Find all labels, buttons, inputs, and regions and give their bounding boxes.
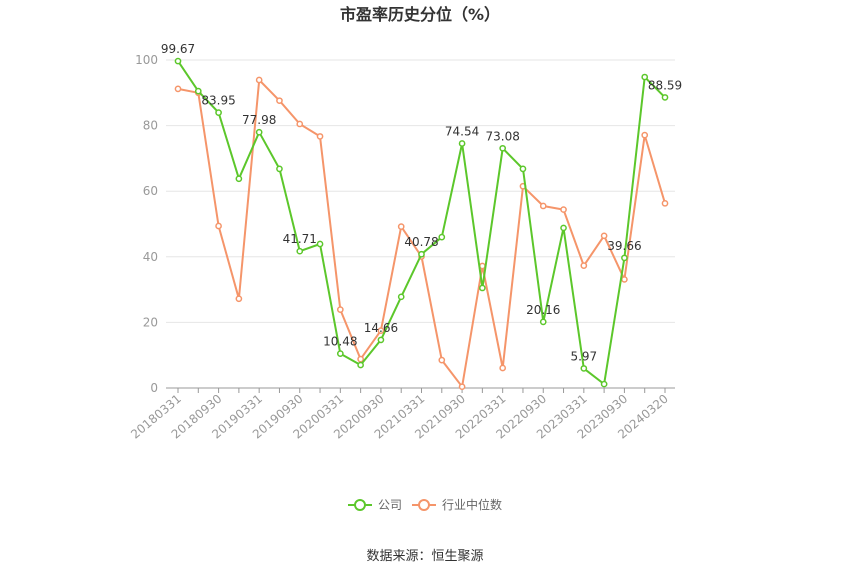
- data-point[interactable]: [194, 87, 202, 95]
- data-label: 77.98: [242, 113, 276, 127]
- legend-item-公司[interactable]: 公司: [348, 498, 402, 512]
- data-point[interactable]: [215, 109, 222, 116]
- legend-marker: [418, 499, 430, 511]
- data-point[interactable]: [276, 165, 283, 173]
- data-point[interactable]: [397, 293, 405, 301]
- x-axis: 2018033120180930201903312019093020200331…: [128, 387, 675, 442]
- data-point[interactable]: [235, 295, 243, 303]
- series-group: [174, 57, 669, 391]
- legend-marker: [354, 499, 366, 511]
- data-point[interactable]: [641, 73, 649, 81]
- chart-title: 市盈率历史分位（%）: [340, 5, 500, 24]
- data-point[interactable]: [539, 202, 547, 210]
- data-point[interactable]: [357, 355, 364, 363]
- data-point[interactable]: [661, 199, 669, 207]
- data-label: 88.59: [648, 78, 682, 92]
- y-tick-label: 20: [143, 315, 158, 329]
- data-label: 20.16: [526, 303, 560, 317]
- data-point[interactable]: [174, 85, 182, 93]
- data-labels: 99.67 83.95 77.98 41.71 10.48 14.66 40.78 74.54…: [161, 42, 682, 363]
- data-point[interactable]: [336, 350, 344, 357]
- data-point[interactable]: [479, 284, 486, 292]
- data-label: 10.48: [323, 335, 357, 349]
- data-label: 39.66: [607, 239, 641, 253]
- data-label: 73.08: [485, 129, 519, 143]
- data-point[interactable]: [621, 254, 628, 262]
- data-point[interactable]: [600, 232, 608, 240]
- data-point[interactable]: [296, 247, 304, 255]
- y-tick-label: 60: [143, 184, 158, 198]
- data-point[interactable]: [357, 361, 364, 369]
- data-point[interactable]: [600, 380, 608, 388]
- legend-label: 行业中位数: [442, 497, 502, 512]
- y-tick-label: 100: [135, 53, 158, 67]
- data-point[interactable]: [641, 131, 649, 139]
- data-point[interactable]: [458, 383, 466, 391]
- y-tick-label: 40: [143, 250, 158, 264]
- data-point[interactable]: [580, 365, 588, 372]
- data-point[interactable]: [276, 97, 283, 105]
- data-point[interactable]: [418, 250, 425, 258]
- data-label: 5.97: [570, 349, 597, 363]
- y-tick-label: 80: [143, 119, 158, 133]
- legend[interactable]: 公司 行业中位数: [348, 497, 502, 512]
- y-tick-label: 0: [150, 381, 158, 395]
- data-point[interactable]: [560, 206, 567, 213]
- data-point[interactable]: [560, 224, 567, 232]
- data-label: 14.66: [364, 321, 398, 335]
- data-point[interactable]: [316, 240, 324, 248]
- data-point[interactable]: [458, 140, 466, 147]
- data-point[interactable]: [316, 133, 324, 140]
- data-label: 40.78: [404, 235, 438, 249]
- data-point[interactable]: [377, 336, 385, 344]
- data-point[interactable]: [438, 356, 446, 364]
- source-note: 数据来源：恒生聚源: [366, 549, 483, 564]
- data-label: 83.95: [201, 94, 235, 108]
- legend-item-行业中位数[interactable]: 行业中位数: [412, 497, 502, 512]
- data-point[interactable]: [296, 120, 304, 128]
- data-point[interactable]: [235, 175, 243, 183]
- data-point[interactable]: [539, 318, 547, 326]
- data-point[interactable]: [174, 57, 182, 65]
- data-label: 41.71: [283, 232, 317, 246]
- data-point[interactable]: [377, 327, 385, 334]
- data-point[interactable]: [255, 76, 263, 84]
- data-label: 99.67: [161, 42, 195, 56]
- data-point[interactable]: [255, 128, 263, 136]
- data-point[interactable]: [580, 262, 588, 270]
- data-point[interactable]: [661, 94, 669, 101]
- data-point[interactable]: [215, 222, 222, 230]
- data-point[interactable]: [336, 306, 344, 313]
- y-axis: 0 20 40 60 80 100: [135, 53, 158, 395]
- grid-lines: [166, 59, 675, 323]
- data-label: 74.54: [445, 125, 479, 139]
- data-point[interactable]: [438, 233, 446, 241]
- data-point[interactable]: [519, 165, 527, 173]
- series-line-公司: [177, 60, 666, 386]
- data-point[interactable]: [621, 276, 628, 283]
- data-point[interactable]: [499, 144, 507, 152]
- data-point[interactable]: [397, 223, 405, 230]
- data-point[interactable]: [499, 364, 507, 372]
- legend-label: 公司: [378, 498, 402, 512]
